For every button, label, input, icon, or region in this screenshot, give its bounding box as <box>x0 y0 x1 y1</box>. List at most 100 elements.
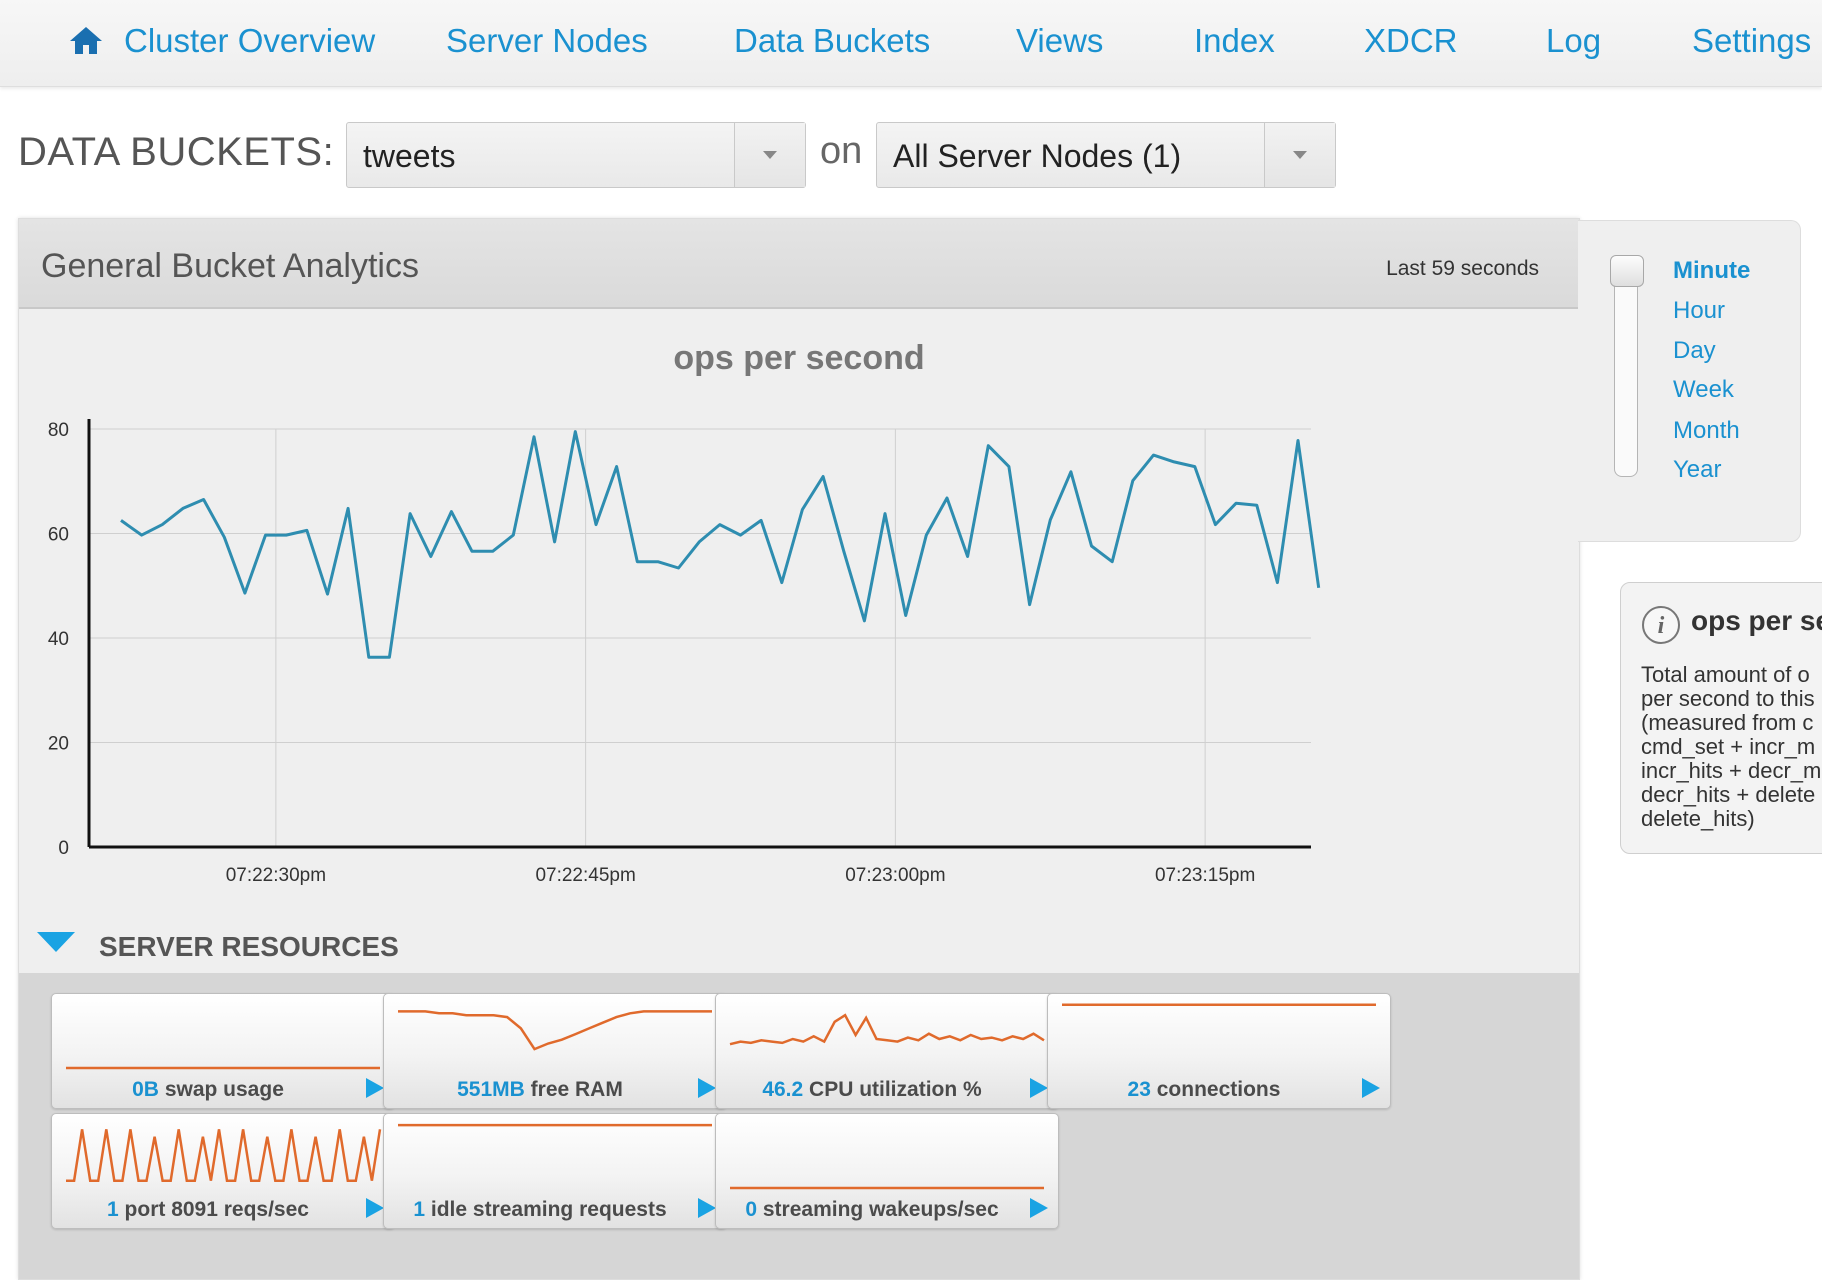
resource-label: 23 connections <box>1048 1078 1360 1102</box>
info-line: incr_hits + decr_m <box>1641 758 1822 783</box>
nav-log[interactable]: Log <box>1546 22 1602 59</box>
resource-card[interactable]: 23 connections <box>1047 993 1391 1109</box>
resource-name: idle streaming requests <box>425 1198 667 1221</box>
bucket-select[interactable]: tweets <box>346 122 806 188</box>
play-arrow-icon[interactable] <box>698 1198 716 1218</box>
resource-name: connections <box>1150 1078 1281 1101</box>
resource-card[interactable]: 551MB free RAM <box>383 993 727 1109</box>
resource-name: CPU utilization % <box>803 1078 982 1101</box>
info-line: cmd_set + incr_m <box>1641 734 1816 759</box>
home-icon[interactable] <box>68 25 104 55</box>
y-tick-label: 40 <box>48 629 69 650</box>
info-description: Total amount of o per second to this (me… <box>1641 663 1822 831</box>
resource-card[interactable]: 0 streaming wakeups/sec <box>715 1113 1059 1229</box>
y-tick-label: 0 <box>58 838 69 859</box>
on-label: on <box>820 130 863 172</box>
play-arrow-icon[interactable] <box>366 1198 384 1218</box>
ops-series-line <box>120 430 1321 659</box>
resource-card[interactable]: 46.2 CPU utilization % <box>715 993 1059 1109</box>
nav-server-nodes[interactable]: Server Nodes <box>446 22 648 59</box>
server-nodes-select[interactable]: All Server Nodes (1) <box>876 122 1336 188</box>
info-line: delete_hits) <box>1641 806 1755 831</box>
chart-title: ops per second <box>673 339 924 377</box>
x-tick-label: 07:23:15pm <box>1155 865 1255 886</box>
chart-y-axis: 0 20 40 60 80 <box>48 420 69 859</box>
resource-name: free RAM <box>524 1078 623 1101</box>
resource-sparkline <box>729 1013 1045 1046</box>
zoom-option-day[interactable]: Day <box>1673 337 1716 364</box>
resource-value: 0B <box>132 1078 159 1101</box>
play-arrow-icon[interactable] <box>698 1078 716 1098</box>
info-title: ops per se <box>1691 605 1822 636</box>
resource-value: 46.2 <box>762 1078 804 1101</box>
zoom-option-week[interactable]: Week <box>1673 376 1734 403</box>
collapse-triangle-icon[interactable] <box>37 932 75 952</box>
zoom-level-panel: Minute Hour Day Week Month Year <box>1578 220 1801 542</box>
server-resources-heading[interactable]: SERVER RESOURCES <box>99 931 399 962</box>
resource-label: 1 port 8091 reqs/sec <box>52 1198 364 1222</box>
play-arrow-icon[interactable] <box>1362 1078 1380 1098</box>
nav-xdcr[interactable]: XDCR <box>1364 22 1458 59</box>
resource-sparkline <box>66 1129 382 1182</box>
resource-sparkline <box>730 1186 1044 1190</box>
chevron-down-icon <box>1293 151 1307 159</box>
resource-name: port 8091 reqs/sec <box>118 1198 309 1221</box>
chart-axes <box>87 419 1311 849</box>
zoom-option-hour[interactable]: Hour <box>1673 297 1726 324</box>
resource-value: 0 <box>745 1198 758 1221</box>
zoom-option-month[interactable]: Month <box>1673 417 1740 444</box>
resource-card[interactable]: 1 idle streaming requests <box>383 1113 727 1229</box>
sparkline-line <box>729 1013 1045 1046</box>
resource-label: 46.2 CPU utilization % <box>716 1078 1028 1102</box>
play-arrow-icon[interactable] <box>1030 1198 1048 1218</box>
stat-description-box: i ops per se Total amount of o per secon… <box>1620 582 1822 854</box>
resource-label: 0B swap usage <box>52 1078 364 1102</box>
resource-name: swap usage <box>158 1078 284 1101</box>
bucket-select-toggle[interactable] <box>734 123 805 187</box>
x-tick-label: 07:22:45pm <box>535 865 635 886</box>
resource-card[interactable]: 1 port 8091 reqs/sec <box>51 1113 395 1229</box>
play-arrow-icon[interactable] <box>366 1078 384 1098</box>
resource-name: streaming wakeups/sec <box>757 1198 999 1221</box>
resource-value: 1 <box>413 1198 426 1221</box>
resource-sparkline <box>1062 1003 1376 1007</box>
zoom-option-year[interactable]: Year <box>1673 456 1722 483</box>
play-arrow-icon[interactable] <box>1030 1078 1048 1098</box>
resource-card[interactable]: 0B swap usage <box>51 993 395 1109</box>
zoom-slider-track[interactable] <box>1614 255 1638 477</box>
time-range-label: Last 59 seconds <box>1386 257 1539 280</box>
zoom-slider-handle[interactable] <box>1610 255 1644 287</box>
info-icon: i <box>1642 606 1680 644</box>
chart-x-axis: 07:22:30pm 07:22:45pm 07:23:00pm 07:23:15pm <box>226 865 1256 886</box>
zoom-option-minute[interactable]: Minute <box>1673 257 1751 284</box>
chevron-down-icon <box>763 151 777 159</box>
server-resources-area: 0B swap usage 551MB free RAM 46.2 CPU util… <box>19 973 1579 1279</box>
resource-label: 0 streaming wakeups/sec <box>716 1198 1028 1222</box>
info-line: decr_hits + delete <box>1641 782 1816 807</box>
y-tick-label: 80 <box>48 420 69 441</box>
resource-label: 1 idle streaming requests <box>384 1198 696 1222</box>
resource-sparkline <box>398 1010 712 1051</box>
nav-data-buckets[interactable]: Data Buckets <box>734 22 931 59</box>
nav-settings[interactable]: Settings <box>1692 22 1812 59</box>
panel-title: General Bucket Analytics <box>41 247 419 285</box>
nav-views[interactable]: Views <box>1016 22 1104 59</box>
info-line: per second to this <box>1641 686 1815 711</box>
y-tick-label: 60 <box>48 525 69 546</box>
server-nodes-select-toggle[interactable] <box>1264 123 1335 187</box>
svg-text:i: i <box>1658 613 1665 639</box>
nav-cluster-overview[interactable]: Cluster Overview <box>124 22 376 59</box>
server-nodes-select-value: All Server Nodes (1) <box>893 138 1182 174</box>
page-title: DATA BUCKETS: <box>18 130 335 174</box>
chart-gridlines <box>89 428 1311 847</box>
panel-header: General Bucket Analytics Last 59 seconds <box>19 219 1579 309</box>
x-tick-label: 07:23:00pm <box>845 865 945 886</box>
sparkline-line <box>398 1010 712 1051</box>
nav-index[interactable]: Index <box>1194 22 1275 59</box>
resource-value: 551MB <box>457 1078 525 1101</box>
bucket-analytics-panel: General Bucket Analytics Last 59 seconds… <box>18 218 1580 1280</box>
x-tick-label: 07:22:30pm <box>226 865 326 886</box>
resource-sparkline <box>398 1123 712 1127</box>
resource-label: 551MB free RAM <box>384 1078 696 1102</box>
